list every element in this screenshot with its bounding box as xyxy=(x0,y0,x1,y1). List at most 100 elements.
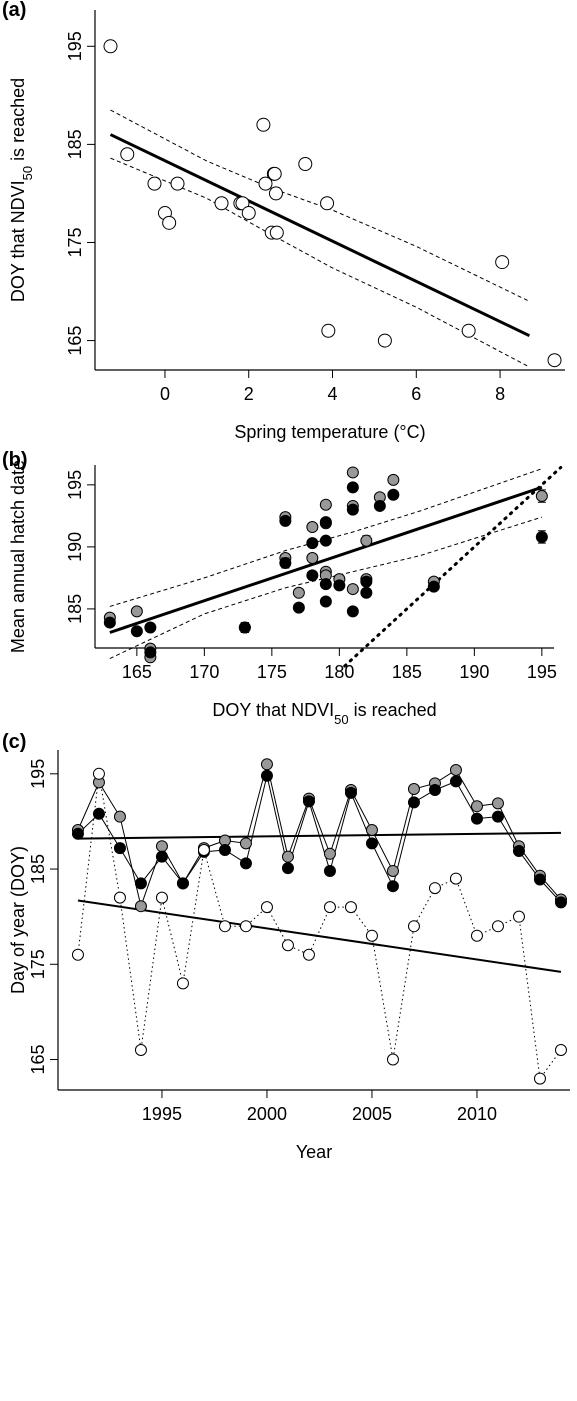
x-tick-label: 190 xyxy=(459,662,489,682)
point xyxy=(319,516,332,529)
point xyxy=(268,186,283,201)
series-line xyxy=(77,773,562,1080)
point xyxy=(321,323,336,338)
x-tick-label: 2005 xyxy=(352,1104,392,1124)
point xyxy=(427,580,440,593)
y-tick-label: 185 xyxy=(65,594,85,624)
x-tick-label: 2010 xyxy=(457,1104,497,1124)
point xyxy=(512,910,525,923)
x-axis-label: DOY that NDVI50 is reached xyxy=(212,700,436,727)
point xyxy=(260,758,273,771)
point xyxy=(144,646,157,659)
point xyxy=(554,1044,567,1056)
point xyxy=(377,333,392,348)
point xyxy=(256,117,271,132)
y-tick-label: 165 xyxy=(28,1045,48,1075)
panel-label: (a) xyxy=(2,0,26,21)
y-axis-label: Day of year (DOY) xyxy=(8,846,28,994)
point xyxy=(461,323,476,338)
point xyxy=(239,837,252,850)
point xyxy=(113,842,126,855)
point xyxy=(535,530,548,543)
x-tick-label: 185 xyxy=(392,662,422,682)
x-tick-label: 170 xyxy=(189,662,219,682)
point xyxy=(134,1044,147,1056)
point xyxy=(386,1053,399,1066)
point xyxy=(449,764,462,776)
ci-upper xyxy=(109,468,543,607)
point xyxy=(360,586,373,599)
point xyxy=(491,797,504,810)
ci-upper xyxy=(110,109,530,302)
panel-label: (b) xyxy=(2,449,28,471)
point xyxy=(134,877,147,890)
point xyxy=(170,176,185,191)
point xyxy=(281,939,294,952)
point xyxy=(306,569,319,582)
point xyxy=(113,810,126,823)
y-tick-label: 175 xyxy=(28,949,48,979)
point xyxy=(298,157,313,172)
x-tick-label: 195 xyxy=(527,662,557,682)
fit-line xyxy=(109,485,543,634)
x-tick-label: 2 xyxy=(244,384,254,404)
point xyxy=(92,767,105,780)
point xyxy=(130,625,143,638)
point xyxy=(238,621,251,634)
point xyxy=(319,595,332,608)
point xyxy=(533,873,546,886)
point xyxy=(360,575,373,588)
point xyxy=(554,896,567,909)
point xyxy=(147,176,162,191)
point xyxy=(323,864,336,877)
point xyxy=(470,800,483,813)
point xyxy=(346,481,359,494)
y-tick-label: 195 xyxy=(28,759,48,789)
point xyxy=(103,39,118,54)
point xyxy=(176,877,189,890)
point xyxy=(319,534,332,547)
x-tick-label: 8 xyxy=(495,384,505,404)
x-tick-label: 180 xyxy=(324,662,354,682)
point xyxy=(162,215,177,230)
point xyxy=(176,977,189,990)
point xyxy=(239,920,252,933)
point xyxy=(346,605,359,618)
point xyxy=(495,255,510,270)
point xyxy=(344,901,357,914)
point xyxy=(235,196,250,211)
fit-line xyxy=(109,133,531,338)
point xyxy=(346,583,359,596)
point xyxy=(267,166,282,181)
point xyxy=(281,862,294,875)
point xyxy=(292,601,305,614)
ci-lower xyxy=(110,157,530,368)
x-tick-label: 4 xyxy=(328,384,338,404)
point xyxy=(491,920,504,933)
point xyxy=(292,586,305,599)
panel-label: (c) xyxy=(2,731,26,753)
point xyxy=(260,901,273,914)
point xyxy=(155,850,168,863)
point xyxy=(360,534,373,547)
point xyxy=(323,901,336,914)
point xyxy=(407,796,420,809)
x-axis-label-part: is reached xyxy=(349,700,437,720)
point xyxy=(279,557,292,570)
point xyxy=(155,840,168,853)
point xyxy=(239,857,252,870)
point xyxy=(269,225,284,240)
x-axis-label-part: 50 xyxy=(334,712,348,727)
y-tick-label: 195 xyxy=(65,470,85,500)
point xyxy=(319,498,332,511)
point xyxy=(449,775,462,788)
point xyxy=(71,948,84,961)
point xyxy=(134,900,147,913)
point xyxy=(346,503,359,516)
ci-lower xyxy=(109,516,543,659)
trend-line xyxy=(77,899,562,973)
y-tick-label: 175 xyxy=(65,227,85,257)
y-axis-label-part: DOY that NDVI xyxy=(8,180,28,302)
point xyxy=(197,844,210,856)
